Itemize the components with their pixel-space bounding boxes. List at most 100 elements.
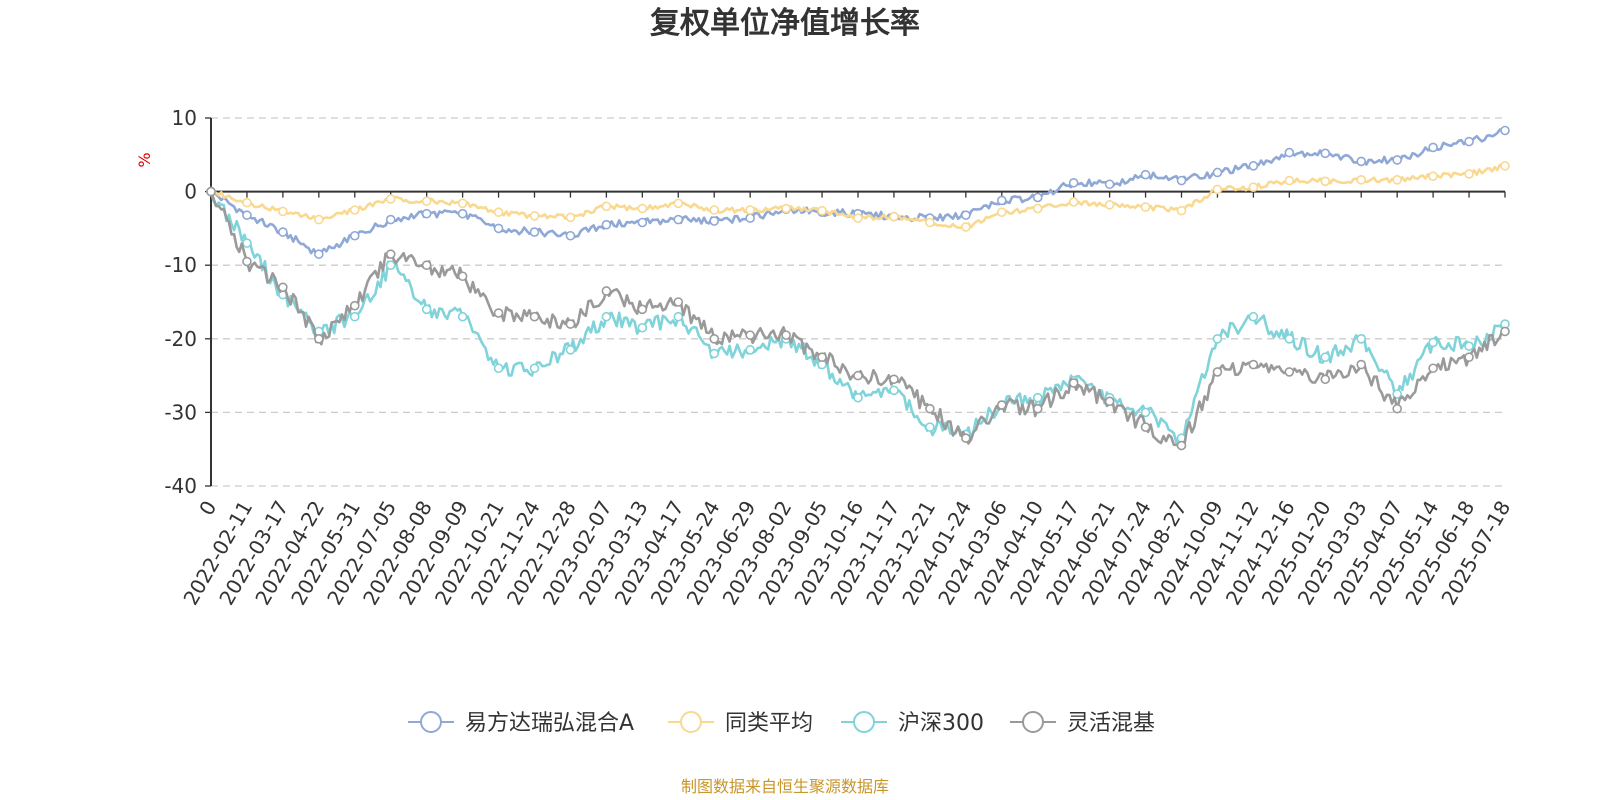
data-point (565, 345, 576, 355)
data-point (385, 214, 396, 225)
data-point (314, 214, 324, 225)
y-tick-label: 10 (172, 106, 197, 130)
data-point (565, 230, 576, 241)
data-point (529, 211, 540, 221)
data-point (1176, 205, 1187, 216)
data-point (925, 217, 935, 228)
data-point (1284, 175, 1295, 186)
data-point (1392, 403, 1402, 414)
data-point (1284, 147, 1295, 158)
data-point (1140, 169, 1151, 180)
data-point (1140, 422, 1151, 432)
data-point (637, 203, 648, 214)
data-point (1356, 175, 1367, 185)
data-point (637, 304, 648, 315)
data-point (1140, 202, 1151, 212)
data-point (1212, 184, 1223, 195)
data-point (1176, 440, 1187, 451)
data-point (996, 207, 1007, 218)
y-tick-label: 0 (184, 180, 197, 204)
data-point (961, 210, 971, 220)
data-point (1428, 171, 1438, 181)
data-point (242, 256, 252, 267)
legend-marker (420, 711, 442, 733)
data-point (1068, 197, 1079, 207)
data-point (1248, 311, 1259, 322)
data-point (1356, 156, 1367, 167)
data-point (1356, 359, 1367, 370)
data-point (385, 249, 396, 259)
legend-item-2[interactable]: 同类平均 (668, 711, 813, 736)
legend[interactable]: 易方达瑞弘混合A 同类平均 沪深300 灵活混基 (408, 711, 1155, 736)
data-point (1428, 337, 1438, 348)
legend-label: 灵活混基 (1067, 711, 1155, 736)
legend-label: 沪深300 (898, 711, 984, 736)
data-point (1032, 392, 1043, 403)
data-point (1392, 175, 1402, 185)
data-point (493, 363, 504, 374)
data-point (889, 374, 899, 385)
data-point (457, 208, 468, 219)
data-point (493, 207, 504, 218)
legend-item-3[interactable]: 沪深300 (841, 711, 984, 736)
y-tick-label: -40 (164, 474, 197, 498)
data-point (745, 345, 755, 355)
series-layer (206, 125, 1510, 451)
data-point (457, 271, 468, 282)
data-point (1212, 333, 1223, 344)
data-point (889, 385, 899, 396)
data-point (1104, 179, 1115, 190)
data-point (1032, 203, 1043, 214)
data-point (242, 238, 252, 248)
data-point (242, 210, 252, 220)
data-point (889, 211, 899, 222)
data-point (1104, 396, 1115, 407)
chart-title: 复权单位净值增长率 (650, 6, 920, 41)
data-point (1392, 155, 1402, 165)
data-point (1140, 407, 1151, 418)
data-point (493, 308, 504, 318)
series-line (209, 191, 1506, 449)
data-point (781, 330, 791, 340)
data-point (745, 330, 755, 340)
data-point (817, 205, 827, 216)
data-point (1176, 175, 1187, 186)
data-point (1068, 378, 1079, 388)
data-point (1464, 341, 1474, 351)
data-point (709, 333, 720, 344)
data-point (1464, 169, 1474, 179)
data-point (206, 186, 216, 197)
data-point (673, 311, 684, 322)
data-point (637, 217, 648, 228)
data-point (996, 400, 1007, 410)
legend-item-1[interactable]: 易方达瑞弘混合A (408, 711, 634, 736)
data-point (817, 352, 827, 363)
data-point (421, 196, 432, 206)
data-point (709, 205, 720, 215)
data-point (601, 286, 612, 296)
data-point (1356, 333, 1367, 344)
data-point (961, 433, 971, 443)
data-point (925, 403, 935, 414)
data-point (1320, 374, 1331, 385)
data-point (961, 222, 971, 232)
data-point (673, 214, 684, 225)
data-point (278, 282, 288, 293)
y-tick-label: -30 (164, 400, 197, 424)
data-point (1500, 326, 1510, 337)
data-point (1464, 352, 1474, 363)
data-point (1392, 389, 1402, 399)
data-point (1464, 136, 1474, 147)
legend-marker (680, 711, 702, 733)
axis-layer: 100-10-20-30-4002022-02-112022-03-172022… (164, 106, 1515, 609)
data-point (349, 230, 360, 241)
y-tick-label: -20 (164, 327, 197, 351)
data-point (385, 194, 396, 204)
legend-marker (1022, 711, 1044, 733)
data-point (1032, 403, 1043, 414)
data-point (1032, 192, 1043, 203)
data-point (1068, 177, 1079, 188)
legend-item-4[interactable]: 灵活混基 (1010, 711, 1155, 736)
y-axis-unit: % (135, 152, 154, 167)
